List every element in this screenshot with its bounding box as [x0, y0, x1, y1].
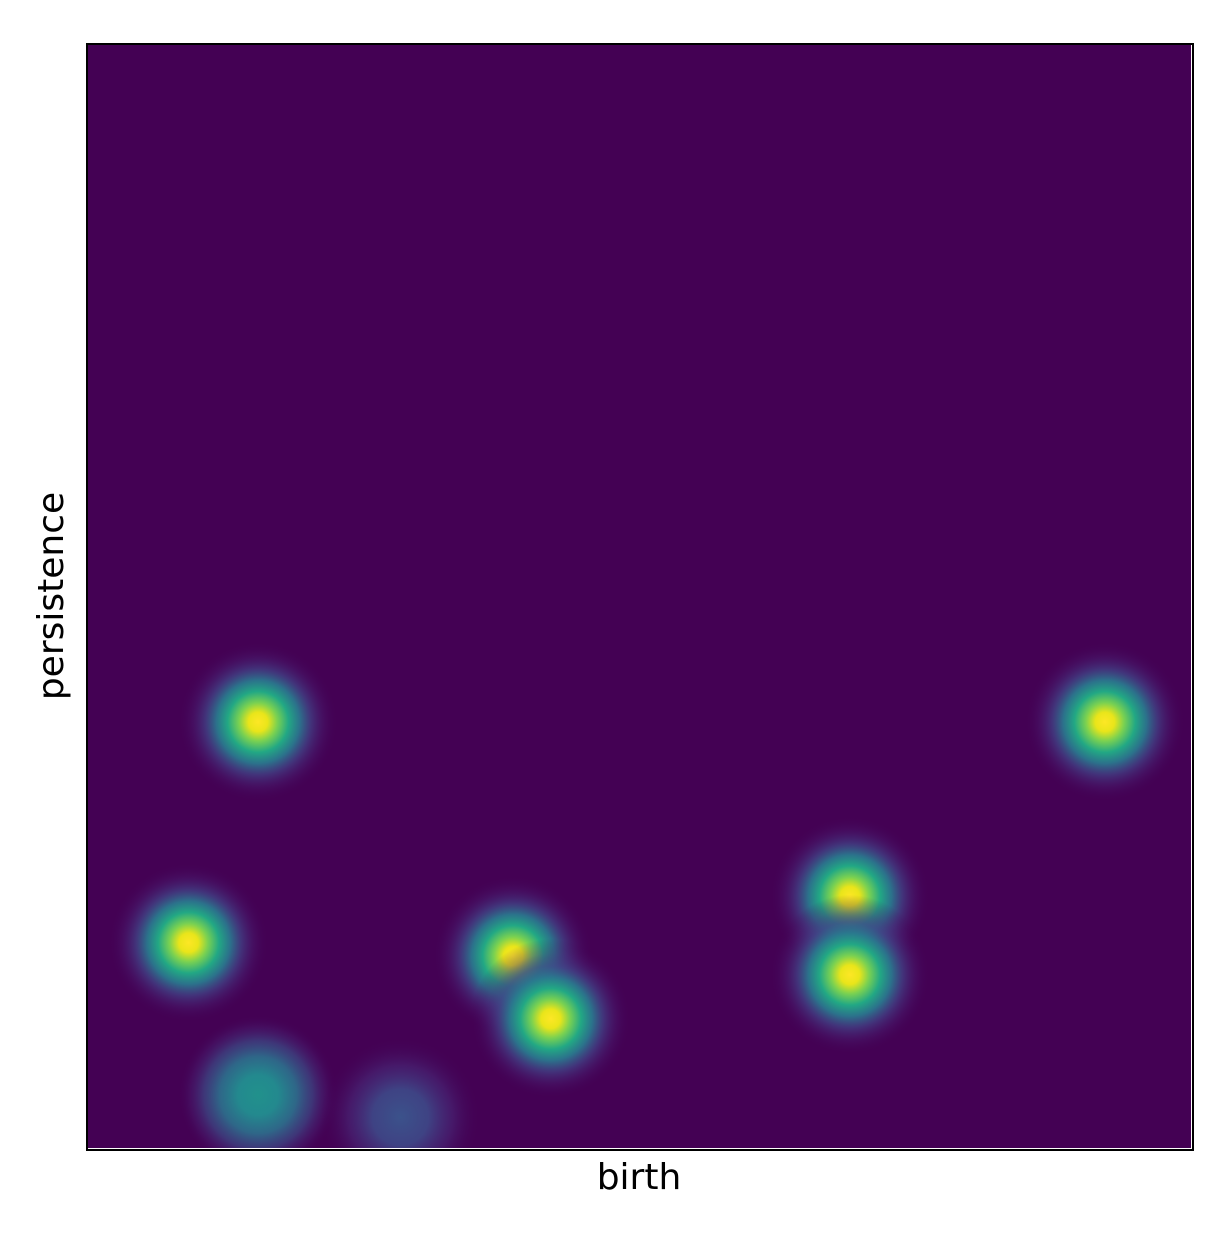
- peaks-layer: [108, 641, 1185, 1148]
- heatmap-peak-7: [769, 894, 930, 1055]
- heatmap-canvas: [108, 641, 1185, 1148]
- heatmap-peak-1: [178, 641, 339, 802]
- heatmap-peak-8: [178, 1015, 339, 1148]
- heatmap-peak-2: [1024, 641, 1185, 802]
- heatmap-plot-area: [87, 44, 1191, 1148]
- heatmap-peak-3: [108, 862, 269, 1023]
- y-axis-label: persistence: [31, 491, 72, 701]
- heatmap-peak-5: [470, 938, 631, 1099]
- heatmap-peak-9: [320, 1037, 481, 1148]
- x-axis-label: birth: [596, 1157, 682, 1198]
